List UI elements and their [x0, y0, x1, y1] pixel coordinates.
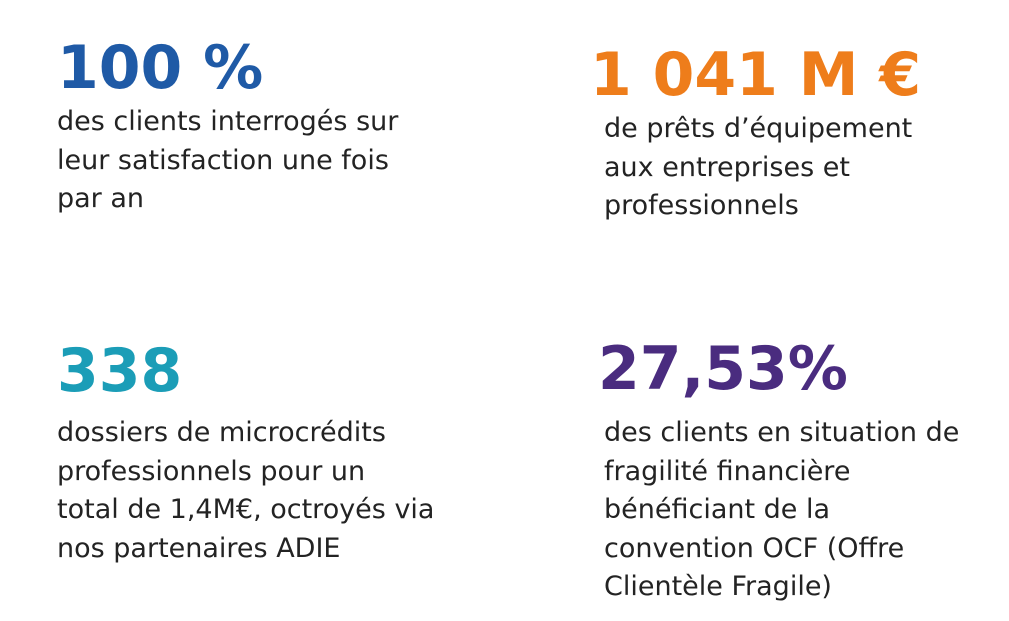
stat-value: 100 %	[57, 33, 264, 103]
stat-value: 27,53%	[598, 334, 848, 404]
description-line: des clients interrogés sur	[57, 106, 399, 137]
stat-description: dossiers de microcrédits professionnels p…	[57, 414, 434, 568]
description-line: fragilité financière	[604, 455, 851, 487]
description-line: Clientèle Fragile)	[604, 571, 832, 602]
stat-description: de prêts d’équipement aux entreprises et p…	[604, 110, 921, 226]
description-line: nos partenaires ADIE	[57, 532, 341, 564]
description-line: professionnels pour un	[57, 455, 366, 487]
description-line: total de 1,4M€, octroyés via	[57, 494, 435, 525]
description-line: par an	[57, 183, 145, 214]
stat-block: 27,53% des clients en situation de fragili…	[598, 334, 959, 607]
stat-block: 1 041 M € de prêts d’équipement aux entrep…	[590, 40, 921, 226]
description-line: leur satisfaction une fois	[57, 144, 389, 176]
stat-block: 100 % des clients interrogés sur leur sati…	[57, 33, 398, 219]
description-line: de prêts d’équipement	[604, 113, 913, 144]
stat-description: des clients interrogés sur leur satisfact…	[57, 103, 398, 219]
description-line: convention OCF (Offre	[604, 532, 905, 564]
description-line: dossiers de microcrédits	[57, 417, 386, 448]
stat-value: 1 041 M €	[590, 40, 922, 110]
description-line: des clients en situation de	[604, 417, 960, 448]
description-line: aux entreprises et	[604, 151, 850, 183]
stat-block: 338 dossiers de microcrédits professionnel…	[57, 336, 434, 568]
description-line: bénéficiant de la	[604, 494, 831, 525]
description-line: professionnels	[604, 190, 799, 221]
stat-value: 338	[57, 336, 183, 406]
stat-description: des clients en situation de fragilité fin…	[604, 414, 959, 607]
